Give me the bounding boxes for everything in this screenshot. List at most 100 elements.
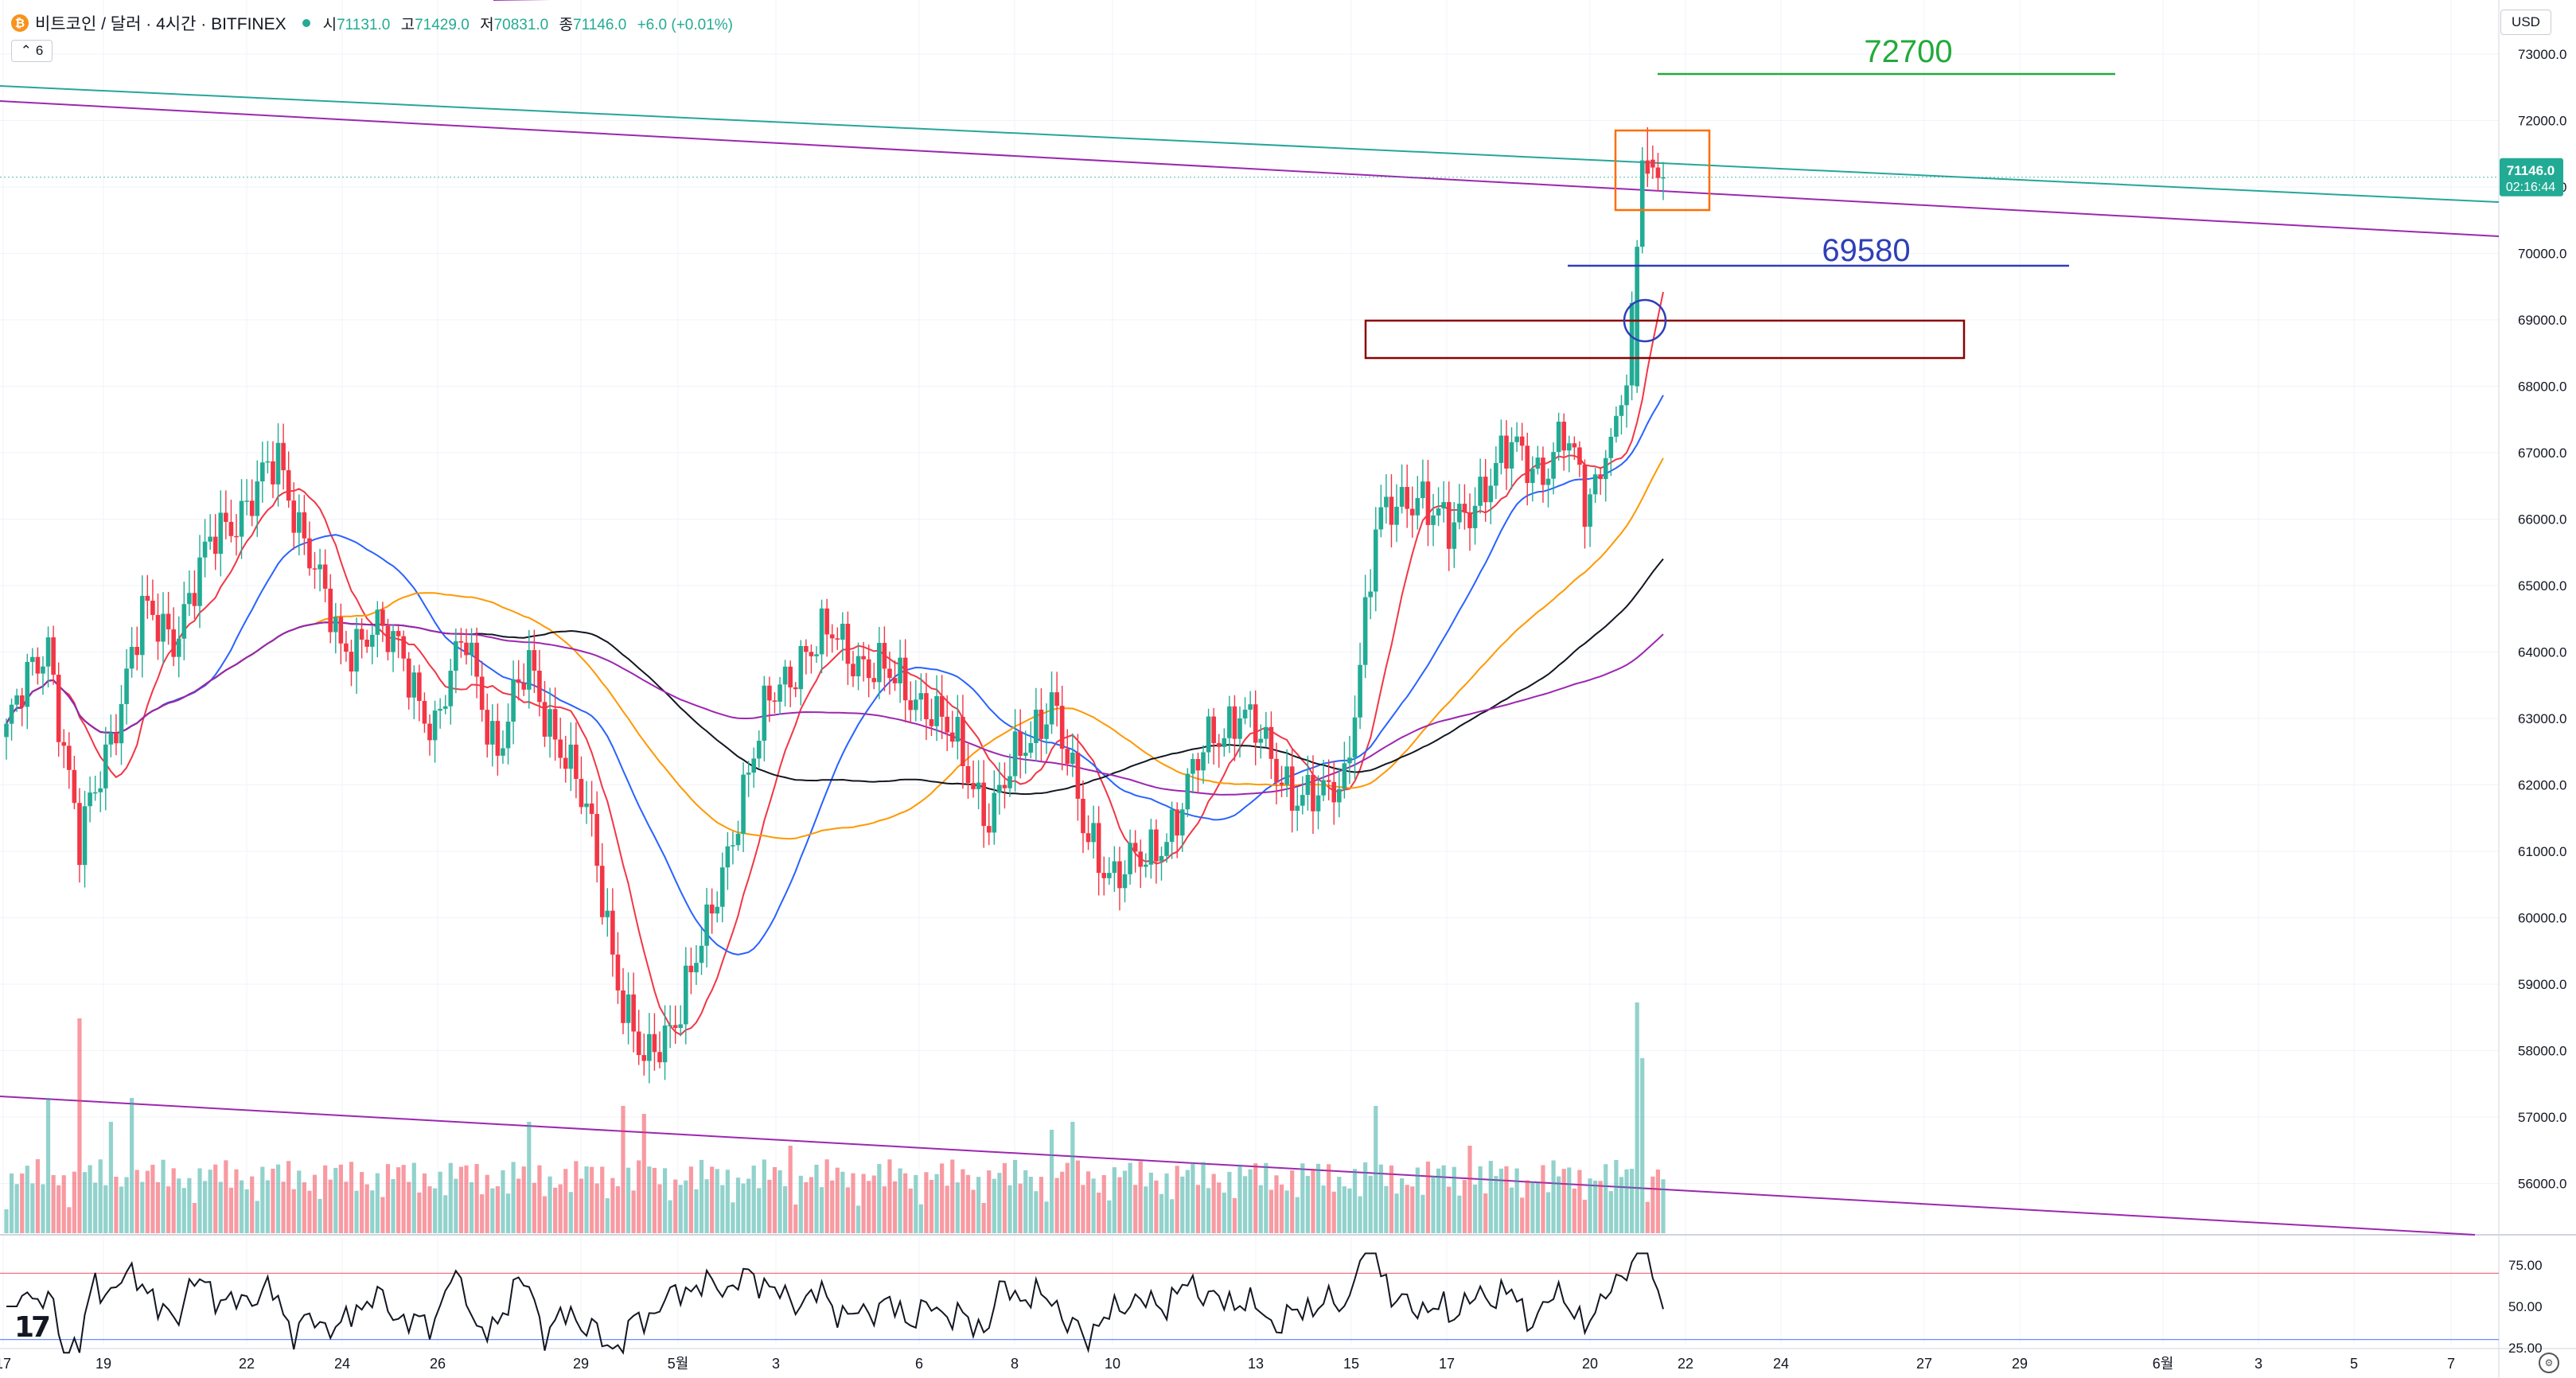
volume-bar [1054,1178,1059,1233]
currency-button[interactable]: USD [2500,10,2551,35]
candle-body [939,695,945,717]
volume-bar [1315,1163,1321,1233]
volume-bar [678,1185,683,1233]
candle-body [688,965,694,973]
trend-line [0,100,2500,237]
volume-bar [1091,1178,1096,1233]
volume-bar [140,1181,145,1233]
level-label-69580: 69580 [1822,233,1910,268]
candle-body [829,634,835,639]
volume-bar [579,1178,584,1233]
candle-body [1315,795,1321,812]
candle-body [1195,759,1201,771]
candle-body [281,442,286,471]
candle-body [45,637,51,667]
candle-body [1467,512,1472,528]
volume-bar [699,1159,704,1233]
candles [4,127,1666,1084]
candle-body [51,637,56,675]
volume-bar [1253,1163,1258,1233]
volume-bar [908,1188,913,1233]
candle-body [1122,874,1128,889]
candle-body [615,954,621,991]
candle-body [929,719,934,726]
volume-bar [192,1202,197,1233]
volume-bar [1483,1193,1488,1233]
candle-body [422,700,427,724]
volume-bar [1457,1195,1462,1233]
volume-bar [1191,1162,1195,1233]
candle-body [1535,457,1541,469]
volume-bar [965,1174,971,1233]
volume-bar [98,1159,103,1233]
candle-body [1336,788,1342,803]
volume-bar [72,1171,76,1233]
moving-averages [6,291,1664,1036]
volume-bar [871,1175,876,1233]
volume-bar [1097,1192,1101,1233]
candle-body [1342,763,1347,789]
candle-body [145,595,150,601]
time-tick-label: 19 [95,1356,111,1372]
candle-body [672,1025,678,1028]
candle-body [1405,487,1409,509]
volume-bar [1588,1178,1592,1233]
volume-bar [114,1177,119,1233]
indicator-collapse-button[interactable]: ⌃ 6 [11,40,53,62]
candle-body [725,846,731,868]
candle-body [1598,474,1603,480]
volume-bar [41,1184,45,1233]
candle-body [1128,843,1132,874]
volume-bar [469,1181,474,1233]
candle-body [1635,247,1639,387]
moving-average-line [6,621,1664,796]
volume-bar [20,1173,25,1233]
volume-bar [318,1198,322,1233]
price-tick-label: 73000.0 [2518,47,2566,62]
candle-body [1639,160,1645,247]
candle-body [249,500,255,516]
price-tick-label: 58000.0 [2518,1044,2566,1059]
volume-bar [1112,1167,1117,1233]
candle-body [1326,780,1331,782]
candle-body [1148,829,1154,865]
volume-bar [1509,1187,1514,1233]
volume-bar [600,1166,605,1233]
candle-body [166,613,171,630]
candle-body [1425,481,1431,525]
candle-body [161,613,166,642]
volume-bar [950,1159,955,1233]
volume-bar [610,1178,615,1233]
price-tick-label: 64000.0 [2518,645,2566,660]
candle-body [662,1025,668,1063]
volume-bar [1170,1199,1175,1233]
symbol-title[interactable]: 비트코인 / 달러 · 4시간 · BITFINEX [35,15,286,33]
candle-body [1389,496,1394,525]
candle-body [599,866,605,917]
volume-bar [840,1171,845,1233]
volume-bar [255,1201,259,1233]
volume-bar [558,1184,563,1233]
volume-bar [1023,1170,1028,1233]
candle-body [976,782,981,789]
volume-bar [1290,1170,1295,1233]
gear-icon[interactable]: ⚙ [2539,1353,2559,1373]
symbol-legend: ₿ 비트코인 / 달러 · 4시간 · BITFINEX 시71131.0 고7… [11,11,739,35]
candle-body [1175,809,1179,836]
candle-body [275,442,281,485]
price-axis: 73000.072000.071000.070000.069000.068000… [2500,47,2566,1192]
time-tick-label: 24 [334,1356,350,1372]
candle-body [1248,704,1253,710]
candle-body [1603,457,1608,480]
candle-body [1028,742,1034,753]
candle-body [1645,160,1650,174]
volume-bar [877,1164,882,1233]
volume-bar [1661,1179,1666,1233]
candle-body [9,704,14,724]
volume-bar [767,1179,772,1233]
candle-body [1065,749,1070,765]
volume-bar [987,1170,992,1233]
volume-bar [1321,1185,1326,1233]
volume-bar [1572,1188,1576,1233]
